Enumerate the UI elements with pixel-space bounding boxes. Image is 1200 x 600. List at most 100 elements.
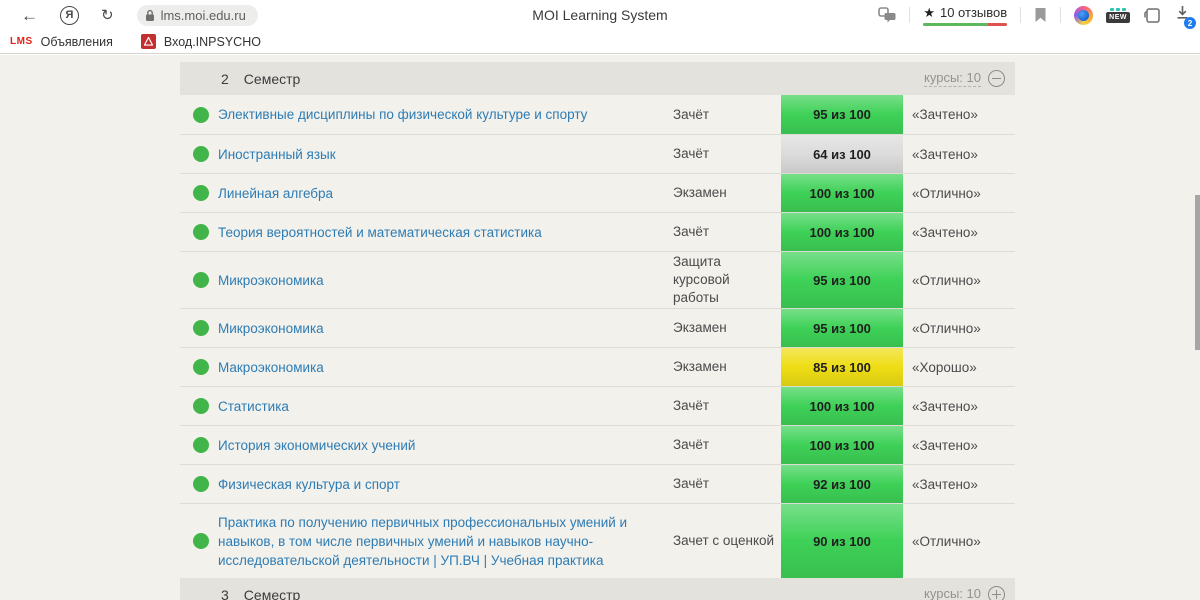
semester-2-header: 2 Семестр курсы: 10 (180, 62, 1015, 95)
lock-icon (145, 9, 154, 21)
score-cell: 92 из 100 (781, 465, 903, 503)
course-link[interactable]: Линейная алгебра (218, 185, 334, 201)
status-dot-zone (180, 359, 218, 375)
semester-title: Семестр (243, 586, 301, 600)
lms-favicon: LMS (10, 36, 33, 47)
assessment-type: Зачёт (673, 106, 710, 122)
refresh-button[interactable]: ↻ (101, 6, 114, 24)
grade-label: «Зачтено» (912, 146, 978, 162)
inpsycho-favicon (140, 34, 156, 49)
grade-label: «Отлично» (912, 185, 981, 201)
downloads-button[interactable]: 2 (1175, 5, 1196, 29)
toolbar-right-icons: ★ 10 отзывов NEW (878, 5, 1196, 29)
score-cell: 95 из 100 (781, 252, 903, 308)
grade-label: «Отлично» (912, 320, 981, 336)
course-link[interactable]: Микроэкономика (218, 320, 324, 336)
course-link[interactable]: Теория вероятностей и математическая ста… (218, 224, 542, 240)
status-dot-zone (180, 185, 218, 201)
grade-label: «Хорошо» (912, 359, 977, 375)
assessment-type: Зачёт (673, 437, 710, 452)
new-badge: NEW (1106, 11, 1130, 23)
table-row: История экономических учений Зачёт 100 из … (180, 425, 1015, 464)
table-row: Практика по получению первичных професси… (180, 503, 1015, 578)
assessment-type: Защита курсовой работы (673, 254, 730, 305)
new-extension-icon[interactable]: NEW (1106, 7, 1130, 23)
status-dot-zone (180, 272, 218, 288)
table-row: Физическая культура и спорт Зачёт 92 из 10… (180, 464, 1015, 503)
course-link[interactable]: Элективные дисциплины по физической куль… (218, 107, 588, 122)
grade-label: «Отлично» (912, 533, 981, 549)
course-link[interactable]: Практика по получению первичных професси… (218, 514, 628, 568)
extension-browser-icon[interactable] (1074, 5, 1094, 25)
course-status-icon (193, 398, 209, 414)
grade-label: «Зачтено» (912, 398, 978, 414)
semester-3-header: 3 Семестр курсы: 10 (180, 578, 1015, 600)
score-cell: 100 из 100 (781, 387, 903, 425)
semester-number: 2 (221, 70, 229, 87)
bookmarks-bar: LMS Объявления Вход.INPSYCHO (0, 30, 1200, 54)
rating-bar (923, 22, 1008, 26)
separator (909, 7, 911, 23)
teal-dashes-icon (1110, 7, 1127, 11)
course-status-icon (193, 437, 209, 453)
grade-label: «Зачтено» (912, 107, 978, 122)
chat-bubbles-icon[interactable] (878, 7, 896, 23)
status-dot-zone (180, 146, 218, 162)
score-cell: 95 из 100 (781, 95, 903, 134)
yandex-browser-icon[interactable]: Я (60, 5, 79, 25)
address-bar[interactable]: lms.moi.edu.ru (136, 4, 258, 26)
course-status-icon (193, 533, 209, 549)
vertical-scrollbar-thumb[interactable] (1195, 195, 1200, 350)
assessment-type: Экзамен (673, 185, 727, 200)
status-dot-zone (180, 224, 218, 240)
lms-page-content: 2 Семестр курсы: 10 Элективные дисциплин… (0, 55, 1200, 600)
bookmark-label: Вход.INPSYCHO (163, 34, 261, 49)
course-status-icon (193, 224, 209, 240)
bookmark-icon[interactable] (1034, 7, 1047, 23)
course-link[interactable]: Статистика (218, 398, 289, 414)
assessment-type: Экзамен (673, 320, 727, 335)
collections-icon[interactable] (1143, 7, 1162, 24)
table-row: Линейная алгебра Экзамен 100 из 100 «Отличн… (180, 173, 1015, 212)
score-cell: 100 из 100 (781, 174, 903, 212)
collapse-minus-icon[interactable] (988, 70, 1005, 87)
semester-title: Семестр (243, 70, 301, 87)
bookmark-item-inpsycho[interactable]: Вход.INPSYCHO (140, 34, 261, 49)
grades-table-body: Элективные дисциплины по физической куль… (180, 95, 1015, 578)
status-dot-zone (180, 106, 218, 123)
course-link[interactable]: Физическая культура и спорт (218, 476, 400, 492)
status-dot-zone (180, 533, 218, 549)
grades-table: 2 Семестр курсы: 10 Элективные дисциплин… (180, 62, 1015, 600)
site-reviews-button[interactable]: ★ 10 отзывов (923, 5, 1008, 26)
download-count-badge: 2 (1184, 17, 1196, 29)
course-link[interactable]: История экономических учений (218, 437, 416, 453)
separator (1060, 7, 1062, 23)
semester-expand-control[interactable]: курсы: 10 (924, 586, 1005, 600)
assessment-type: Зачёт (673, 146, 710, 161)
back-button[interactable]: ← (21, 5, 38, 25)
table-row: Макроэкономика Экзамен 85 из 100 «Хорошо» (180, 347, 1015, 386)
course-status-icon (193, 359, 209, 375)
table-row: Микроэкономика Экзамен 95 из 100 «Отлично» (180, 308, 1015, 347)
semester-collapse-control[interactable]: курсы: 10 (924, 70, 1005, 87)
expand-plus-icon[interactable] (988, 586, 1005, 600)
course-status-icon (193, 185, 209, 201)
grade-label: «Зачтено» (912, 437, 978, 453)
assessment-type: Зачёт (673, 224, 710, 239)
score-cell: 85 из 100 (781, 348, 903, 386)
course-status-icon (193, 272, 209, 288)
status-dot-zone (180, 320, 218, 336)
grade-label: «Отлично» (912, 272, 981, 288)
course-link[interactable]: Микроэкономика (218, 272, 324, 288)
course-link[interactable]: Макроэкономика (218, 359, 324, 375)
assessment-type: Экзамен (673, 359, 727, 374)
table-row: Статистика Зачёт 100 из 100 «Зачтено» (180, 386, 1015, 425)
grade-label: «Зачтено» (912, 224, 978, 240)
course-status-icon (193, 146, 209, 162)
status-dot-zone (180, 476, 218, 492)
status-dot-zone (180, 398, 218, 414)
assessment-type: Зачёт (673, 476, 710, 491)
url-text: lms.moi.edu.ru (160, 7, 246, 23)
course-link[interactable]: Иностранный язык (218, 146, 336, 162)
bookmark-item-announcements[interactable]: LMS Объявления (10, 35, 113, 49)
